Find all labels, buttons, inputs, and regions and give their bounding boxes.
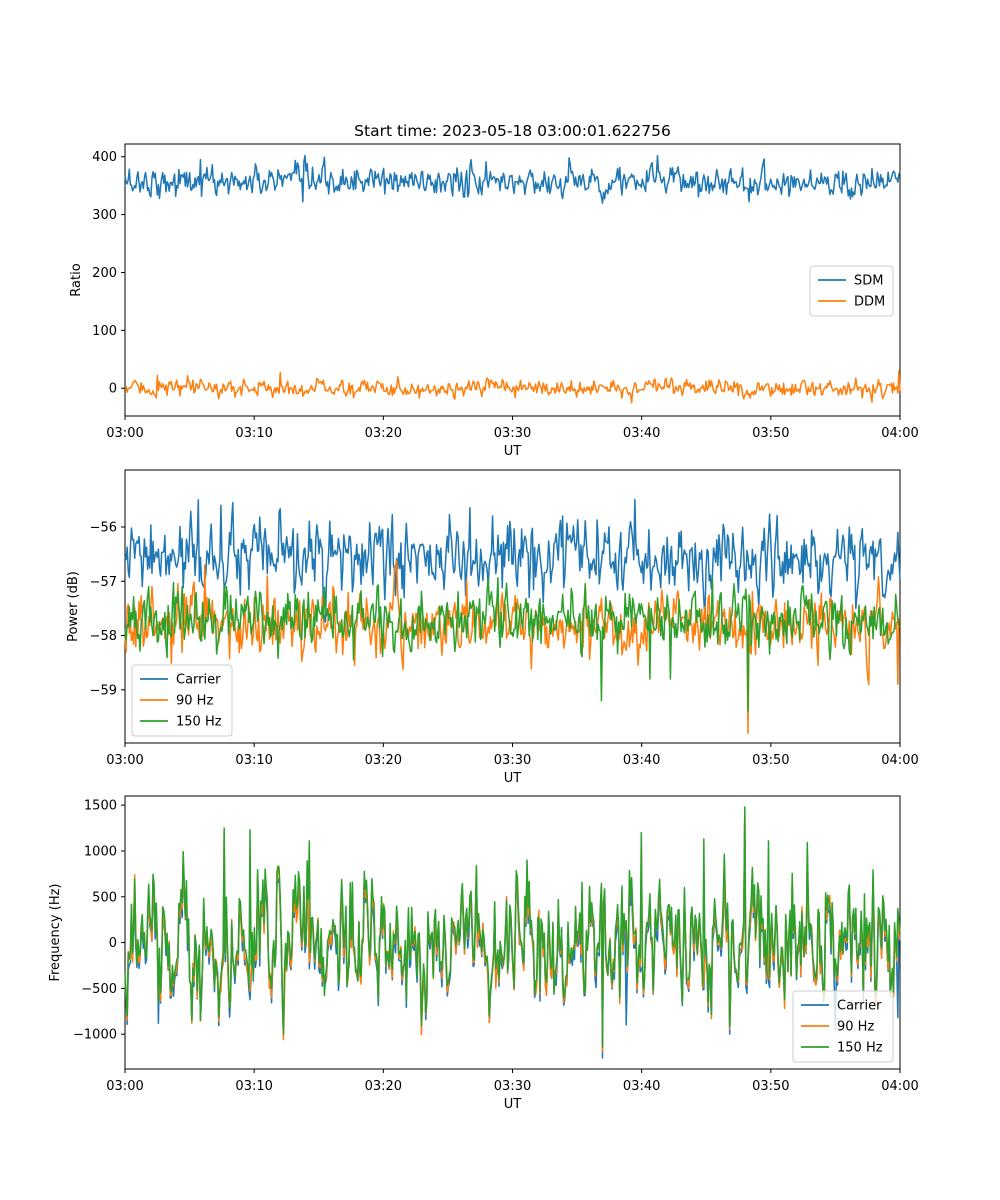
x-tick-label: 03:10	[235, 1079, 272, 1094]
y-tick-label: 500	[92, 890, 117, 905]
x-tick-label: 03:30	[494, 1079, 531, 1094]
x-axis-label: UT	[504, 1097, 522, 1112]
series-line-150-hz	[124, 806, 901, 1048]
y-axis-label: Frequency (Hz)	[48, 883, 63, 981]
figure-title: Start time: 2023-05-18 03:00:01.622756	[354, 122, 671, 140]
y-tick-label: 0	[109, 382, 117, 397]
legend-entry: SDM	[854, 274, 883, 289]
y-tick-label: 1500	[84, 799, 117, 814]
x-tick-label: 03:10	[235, 753, 272, 768]
y-tick-label: 200	[92, 266, 117, 281]
x-tick-label: 04:00	[881, 753, 918, 768]
chart-panel-3: 03:00 03:10 03:20 03:30 03:40 03:50 04:00 −1000…	[48, 795, 919, 1112]
x-tick-label: 03:40	[623, 753, 660, 768]
x-tick-label: 03:50	[752, 1079, 789, 1094]
x-tick-label: 03:20	[365, 1079, 402, 1094]
series-line-150-hz	[124, 577, 901, 713]
y-tick-label: 1000	[84, 844, 117, 859]
legend: Carrier 90 Hz 150 Hz	[131, 664, 233, 737]
y-tick-label: −57	[90, 575, 117, 590]
x-axis-label: UT	[504, 771, 522, 786]
series-line-sdm	[124, 154, 901, 204]
legend: Carrier 90 Hz 150 Hz	[792, 990, 894, 1063]
x-tick-label: 03:40	[623, 426, 660, 441]
legend-box	[809, 265, 894, 317]
legend-box	[131, 664, 233, 737]
x-tick-label: 03:50	[752, 753, 789, 768]
y-tick-label: −59	[90, 683, 117, 698]
y-tick-label: −56	[90, 520, 117, 535]
x-axis-label: UT	[504, 444, 522, 459]
x-tick-label: 03:50	[752, 426, 789, 441]
legend-box	[792, 990, 894, 1063]
x-tick-label: 03:00	[106, 426, 143, 441]
series-line-ddm	[124, 370, 901, 404]
legend-entry: Carrier	[176, 673, 221, 688]
x-tick-label: 03:00	[106, 753, 143, 768]
legend-entry: 150 Hz	[837, 1041, 883, 1056]
y-tick-label: −1000	[73, 1028, 117, 1043]
legend-entry: 90 Hz	[837, 1020, 874, 1035]
x-tick-label: 03:00	[106, 1079, 143, 1094]
y-tick-label: 0	[109, 936, 117, 951]
chart-panel-2: 03:00 03:10 03:20 03:30 03:40 03:50 04:00 −59 −5…	[66, 469, 919, 786]
x-tick-label: 03:20	[365, 753, 402, 768]
x-tick-label: 04:00	[881, 426, 918, 441]
series-line-90-hz	[124, 810, 901, 1053]
y-axis-label: Power (dB)	[66, 571, 81, 642]
x-tick-label: 03:10	[235, 426, 272, 441]
x-tick-label: 03:20	[365, 426, 402, 441]
legend: SDM DDM	[809, 265, 894, 317]
y-axis-label: Ratio	[69, 263, 84, 296]
y-tick-label: −58	[90, 629, 117, 644]
x-tick-label: 03:30	[494, 426, 531, 441]
y-tick-label: −500	[81, 982, 117, 997]
legend-entry: Carrier	[837, 999, 882, 1014]
x-tick-label: 04:00	[881, 1079, 918, 1094]
series-line-carrier	[124, 498, 901, 623]
y-tick-label: 400	[92, 150, 117, 165]
x-tick-label: 03:40	[623, 1079, 660, 1094]
x-tick-label: 03:30	[494, 753, 531, 768]
legend-entry: 90 Hz	[176, 694, 213, 709]
legend-entry: 150 Hz	[176, 715, 222, 730]
y-tick-label: 100	[92, 324, 117, 339]
chart-panel-1: 03:00 03:10 03:20 03:30 03:40 03:50 04:00 0 100 2…	[69, 143, 919, 459]
y-tick-label: 300	[92, 208, 117, 223]
legend-entry: DDM	[854, 295, 885, 310]
